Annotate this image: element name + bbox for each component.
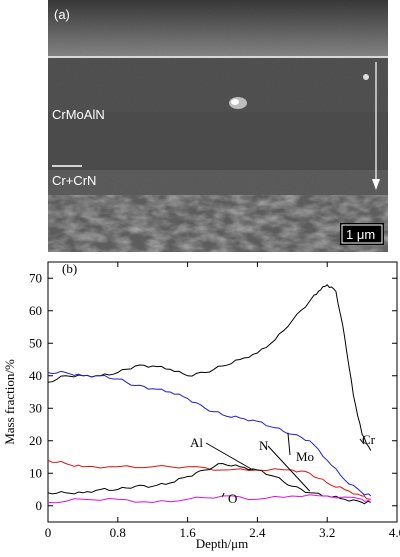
- depth-profile-chart: 0 0.8 1.6 2.4 3.2 4.0 0 10 20 30 40 50 60 70 (b) Dept…: [0, 256, 400, 552]
- series-line-mo: [47, 370, 372, 497]
- y-tick-label: 60: [29, 303, 42, 318]
- y-tick-label: 30: [29, 400, 42, 415]
- coating-label: CrMoAlN: [52, 107, 105, 122]
- series-line-n: [47, 459, 371, 500]
- x-tick-label: 1.6: [179, 525, 196, 540]
- annotation-leader-al: [205, 442, 254, 471]
- annotation-leader-n: [267, 445, 311, 492]
- series-line-cr: [47, 284, 372, 451]
- annotation-n: N: [259, 438, 269, 453]
- annotation-leader-o: [222, 492, 225, 497]
- plot-frame: [47, 261, 398, 523]
- interlayer-label: Cr+CrN: [52, 173, 96, 188]
- chart-svg: 0 0.8 1.6 2.4 3.2 4.0 0 10 20 30 40 50 60 70 (b) Dept…: [2, 261, 400, 551]
- sem-image: (a) CrMoAlN Cr+CrN 1 μm: [48, 0, 388, 252]
- annotation-mo: Mo: [296, 449, 314, 464]
- x-tick-label: 3.2: [319, 525, 335, 540]
- y-tick-label: 0: [36, 498, 43, 513]
- annotation-o: O: [228, 491, 237, 506]
- x-tick-label: 0.8: [110, 525, 126, 540]
- scalebar-label: 1 μm: [346, 227, 375, 242]
- sem-panel-label: (a): [54, 7, 70, 22]
- annotation-leader-mo: [287, 432, 291, 456]
- x-tick-label: 0: [45, 525, 52, 540]
- sem-micrograph: (a) CrMoAlN Cr+CrN 1 μm: [48, 0, 388, 252]
- annotation-leader-cr: [359, 438, 365, 445]
- annotation-al: Al: [190, 435, 203, 450]
- y-tick-label: 40: [29, 368, 42, 383]
- x-tick-label: 2.4: [249, 525, 266, 540]
- y-tick-label: 50: [29, 335, 42, 350]
- y-tick-label: 20: [29, 433, 42, 448]
- y-tick-label: 10: [29, 465, 42, 480]
- y-axis-label: Mass fraction/%: [2, 359, 17, 445]
- chart-panel-label: (b): [62, 261, 77, 276]
- x-axis-label: Depth/μm: [196, 536, 248, 551]
- annotation-cr: Cr: [362, 432, 376, 447]
- x-tick-label: 4.0: [389, 525, 400, 540]
- y-tick-label: 70: [29, 270, 42, 285]
